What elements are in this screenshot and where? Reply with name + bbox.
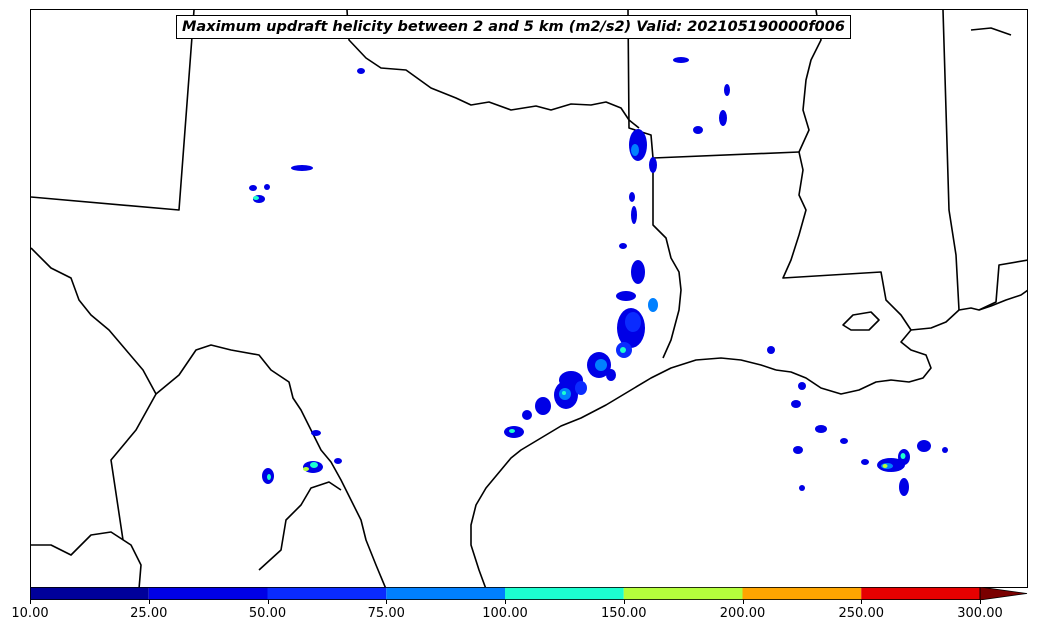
- colorbar-outline: [30, 587, 981, 600]
- border-nm-north: [31, 10, 195, 211]
- border-la-ms: [782, 151, 912, 331]
- border-ar-la: [627, 10, 800, 159]
- colorbar-extend-arrow: [979, 587, 1028, 600]
- colorbar-tick-mark: [386, 600, 388, 604]
- colorbar-segment: [386, 587, 505, 600]
- colorbar-tick-mark: [505, 600, 506, 604]
- colorbar-tick-label: 25.00: [130, 606, 168, 621]
- border-al-fl: [978, 259, 1027, 311]
- border-ok-panhandle: [346, 10, 640, 129]
- map-title: Maximum updraft helicity between 2 and 5…: [182, 19, 845, 35]
- colorbar: [30, 587, 1028, 600]
- border-rio-grande: [31, 247, 387, 587]
- map-canvas: [31, 10, 1027, 587]
- border-mexico-state-3: [258, 481, 342, 571]
- colorbar-tick-mark: [980, 600, 981, 604]
- colorbar-tick-label: 100.00: [482, 606, 528, 621]
- colorbar-tick-mark: [30, 600, 31, 604]
- coastline-ms-al: [910, 289, 1027, 331]
- colorbar-segment: [742, 587, 862, 600]
- colorbar-tick-label: 10.00: [11, 606, 49, 621]
- border-tx-la: [652, 158, 682, 359]
- colorbar-tick-mark: [267, 600, 269, 604]
- colorbar-tick-label: 150.00: [601, 606, 647, 621]
- lake-pontchartrain: [842, 311, 880, 331]
- border-ms-al: [942, 10, 960, 311]
- colorbar-segment: [861, 587, 980, 600]
- colorbar-tick-mark: [623, 600, 625, 604]
- map-panel: Maximum updraft helicity between 2 and 5…: [30, 9, 1028, 588]
- colorbar-segment: [30, 587, 149, 600]
- coast-al-curve: [970, 27, 1012, 36]
- coastline-tx: [470, 357, 777, 587]
- colorbar-tick-mark: [861, 600, 863, 604]
- colorbar-tick-label: 250.00: [838, 606, 885, 621]
- colorbar-tick-mark: [742, 600, 744, 604]
- colorbar-tick-label: 50.00: [248, 606, 287, 621]
- colorbar-segment: [148, 587, 268, 600]
- border-mexico-state-2: [31, 531, 142, 587]
- helicity-swaths: [249, 57, 948, 496]
- river-mississippi: [798, 10, 822, 153]
- coastline-la: [775, 329, 932, 395]
- colorbar-segment: [623, 587, 743, 600]
- colorbar-segment: [267, 587, 387, 600]
- map-title-box: Maximum updraft helicity between 2 and 5…: [176, 15, 851, 39]
- colorbar-tick-label: 200.00: [719, 606, 766, 621]
- colorbar-tick-mark: [148, 600, 150, 604]
- colorbar-segment: [505, 587, 624, 600]
- border-mexico-state-1: [110, 393, 157, 541]
- colorbar-tick-label: 75.00: [367, 606, 405, 621]
- colorbar-tick-label: 300.00: [957, 606, 1003, 621]
